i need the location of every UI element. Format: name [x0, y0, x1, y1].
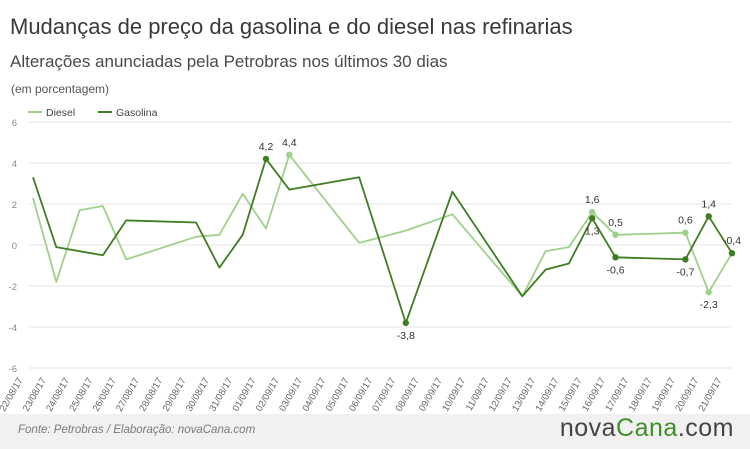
data-point-diesel	[589, 209, 596, 216]
footer-bar: Fonte: Petrobras / Elaboração: novaCana.…	[0, 414, 750, 449]
y-axis: -6 -4 -2 0 2 4 6	[9, 118, 17, 375]
data-label: -0,6	[606, 264, 624, 276]
line-chart: -6 -4 -2 0 2 4 6 22/08/1723/08/1724/08/1725/08…	[0, 107, 742, 414]
y-tick-label: -2	[9, 282, 17, 293]
annotation-layer: 4,2 4,4 -3,8 1,6 1,3 0,5 -0,6 0,6 -0,7 1,4 -2,3 -0,…	[259, 137, 742, 342]
y-tick-label: 0	[12, 241, 17, 252]
y-tick-label: 2	[12, 200, 17, 211]
data-point-diesel	[286, 151, 293, 158]
data-point-gasolina	[612, 254, 619, 261]
data-point-gasolina	[589, 215, 596, 222]
source-credit: Fonte: Petrobras / Elaboração: novaCana.…	[18, 424, 256, 436]
data-point-gasolina	[682, 256, 689, 263]
data-label: -0,4	[723, 235, 741, 247]
series-line-diesel	[32, 153, 733, 298]
y-tick-label: 6	[12, 118, 17, 129]
data-label: -2,3	[700, 299, 718, 311]
data-label: 0,5	[608, 217, 623, 229]
data-label: 1,4	[701, 198, 716, 210]
data-point-diesel	[705, 288, 712, 296]
y-tick-label: 4	[12, 159, 17, 170]
data-label: 1,3	[585, 225, 600, 237]
legend: Diesel Gasolina	[28, 107, 158, 119]
unit-label: (em porcentagem)	[11, 82, 110, 96]
data-point-gasolina	[705, 213, 712, 220]
data-label: 4,4	[282, 137, 297, 149]
y-tick-label: -4	[9, 323, 17, 334]
series-layer	[32, 151, 736, 327]
x-axis: 22/08/1723/08/1724/08/1725/08/1726/08/17…	[0, 376, 725, 414]
logo-text-tld: .com	[677, 414, 734, 442]
data-label: 0,6	[678, 215, 693, 227]
data-point-gasolina	[262, 155, 270, 163]
data-label: 1,6	[585, 194, 600, 206]
data-label: 4,2	[259, 141, 274, 153]
data-point-gasolina	[728, 250, 736, 257]
y-tick-label: -6	[9, 364, 17, 375]
data-point-diesel	[612, 231, 619, 238]
chart-subtitle: Alterações anunciadas pela Petrobras nos…	[10, 52, 448, 71]
logo-text-main: nova	[559, 414, 617, 442]
data-point-diesel	[682, 229, 689, 236]
novacana-logo: novaCana.com	[560, 414, 734, 443]
logo-text-accent: Cana	[616, 414, 678, 442]
legend-label-gasolina: Gasolina	[116, 107, 158, 119]
legend-label-diesel: Diesel	[46, 107, 75, 119]
data-label: -0,7	[676, 266, 694, 278]
data-point-gasolina	[402, 319, 409, 327]
series-line-gasolina	[32, 157, 733, 324]
data-label: -3,8	[397, 330, 415, 342]
chart-title: Mudanças de preço da gasolina e do diese…	[10, 14, 573, 39]
